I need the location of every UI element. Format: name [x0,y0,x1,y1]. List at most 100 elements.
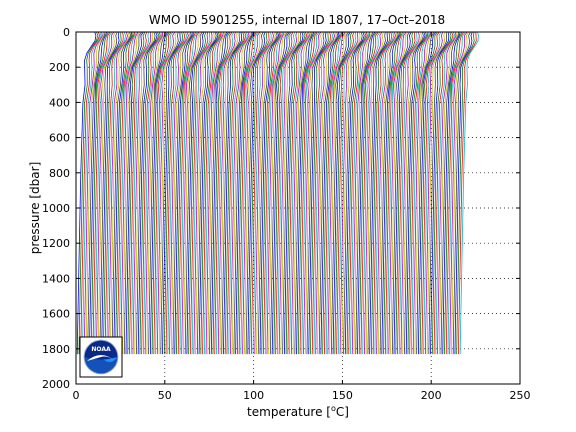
profile-line [106,31,126,355]
profile-line [358,31,377,355]
profile-line [202,31,222,355]
profile-line [85,31,104,355]
profile-line [132,31,152,355]
profile-line [377,31,398,355]
profile-line [376,31,396,355]
profile-line [310,31,329,355]
profile-line [198,31,219,355]
profile-line [146,31,165,355]
profile-line [364,31,383,355]
profile-line [155,31,174,355]
profile-line [369,31,388,355]
profile-line [90,31,109,355]
profile-line [163,31,183,355]
profile-line [236,31,256,355]
profile-line [297,31,317,355]
profile-line [216,31,235,355]
y-tick-label: 800 [49,167,70,180]
profile-line [289,31,309,355]
profile-line [417,31,437,355]
profile-line [191,31,211,355]
profile-line [219,31,238,355]
profile-line [275,31,294,355]
profile-line [445,31,464,355]
profile-line [113,31,133,355]
profile-line [372,31,393,355]
profile-line [207,31,226,355]
profile-line [193,31,213,355]
profile-line [118,31,137,355]
profile-line [217,31,236,355]
profile-line [95,31,115,355]
profile-line [322,31,341,355]
profile-line [230,31,250,355]
profile-line [381,31,400,355]
x-axis-label-text: temperature [ [247,405,331,419]
profile-line [388,31,407,355]
profile-line [405,31,426,355]
profile-line [109,31,130,355]
profile-line [444,31,463,355]
y-tick-label: 400 [49,96,70,109]
profile-line [334,31,353,355]
profile-line [247,31,266,355]
profile-line [412,31,431,355]
y-tick-label: 0 [63,26,70,39]
profile-line [122,31,141,355]
profile-line [87,31,106,355]
profile-line [303,31,322,355]
profile-line [116,31,136,355]
profile-line [235,31,254,355]
profile-line [426,31,446,355]
profile-line [431,31,452,355]
profile-line [280,31,300,355]
profile-line [301,31,320,355]
profile-line [437,31,457,355]
profile-line [339,31,359,355]
profile-line [351,31,371,355]
profile-line [256,31,276,355]
profile-line [266,31,285,355]
x-tick-label: 50 [158,389,172,402]
profile-line [393,31,412,355]
profile-line [188,31,207,355]
x-axis-label-unit: C] [336,405,349,419]
profile-line [221,31,240,355]
profile-line [179,31,198,355]
profile-line [80,31,101,355]
profile-line [115,31,134,355]
profile-line [189,31,209,355]
profile-line [153,31,172,355]
profile-line [226,31,247,355]
profile-line [186,31,205,355]
profile-line [456,31,475,355]
profile-line [304,31,323,355]
profile-line [365,31,384,355]
profile-line [323,31,343,355]
y-tick-label: 200 [49,61,70,74]
profile-line [174,31,193,355]
profile-line [261,31,281,355]
profile-line [238,31,257,355]
profile-line [318,31,339,355]
profile-line [184,31,203,355]
profile-line [400,31,420,355]
profile-line [320,31,340,355]
profile-line [438,31,458,355]
profile-line [259,31,280,355]
y-tick-label: 1000 [42,202,70,215]
profile-line [277,31,296,355]
profile-line [149,31,169,355]
profile-line [390,31,409,355]
profile-line [344,31,365,355]
profile-line [172,31,192,355]
profile-line [108,31,128,355]
profile-line [430,31,450,355]
profile-line [165,31,186,355]
profile-line [336,31,355,355]
profile-line [89,31,108,355]
profile-line [271,31,290,355]
y-axis-label: pressure [dbar] [28,162,42,255]
profile-line [139,31,160,355]
